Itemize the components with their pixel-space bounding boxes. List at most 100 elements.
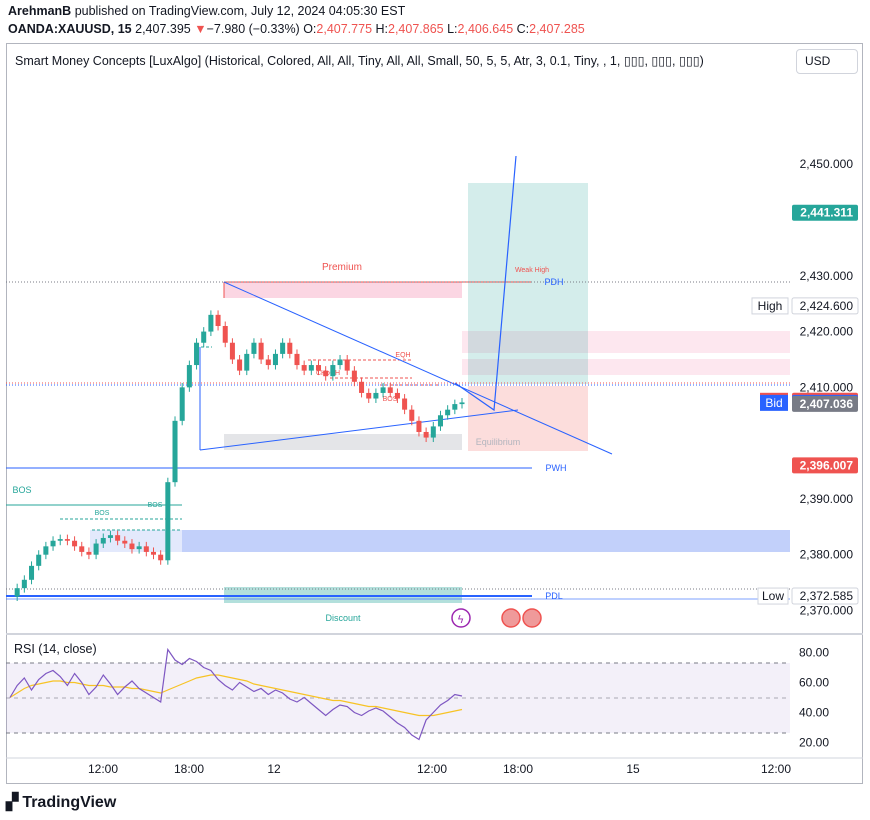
candle-body	[359, 381, 365, 393]
candle-body	[380, 387, 386, 393]
candle-body	[136, 546, 142, 550]
candle-body	[29, 565, 35, 580]
candle-body	[93, 543, 99, 555]
price-tag-label-bg	[757, 587, 789, 605]
price-tag-value: 2,424.600	[800, 299, 854, 313]
order-block-lower	[462, 359, 790, 375]
candle-body	[86, 551, 92, 555]
change-value: −7.980 (−0.33%)	[206, 22, 300, 36]
currency-button[interactable]: USD	[796, 49, 858, 74]
time-tick-label: 18:00	[503, 762, 533, 776]
candle-body	[430, 426, 436, 438]
last-price: 2,407.395	[135, 22, 191, 36]
close-value: 2,407.285	[529, 22, 585, 36]
price-tick-label: 2,370.000	[800, 603, 854, 617]
chart-frame	[6, 43, 863, 784]
candle-body	[366, 392, 372, 399]
author-name[interactable]: ArehmanB	[8, 4, 72, 18]
candle-body	[301, 365, 307, 371]
candle-body	[21, 579, 27, 589]
time-tick-label: 18:00	[174, 762, 204, 776]
projection-path[interactable]	[454, 155, 517, 412]
change-arrow: ▼	[194, 22, 207, 36]
high-value: 2,407.865	[388, 22, 444, 36]
candle-body	[215, 314, 221, 327]
trendline-lower[interactable]	[199, 409, 519, 451]
candle-body	[122, 540, 128, 544]
candle-body	[50, 540, 56, 547]
candle-body	[158, 554, 164, 561]
candle-body	[323, 370, 329, 377]
candle-body	[265, 359, 271, 366]
open-label: O:	[303, 22, 317, 36]
candle-body	[445, 409, 451, 416]
candle-body	[394, 392, 400, 399]
rsi-line	[9, 647, 463, 741]
price-tag-label-bg	[760, 394, 788, 411]
candle-body	[315, 365, 322, 371]
smc-label: BOS	[95, 510, 110, 517]
price-tag-label: Bid	[765, 396, 782, 410]
price-tick-label: 2,390.000	[800, 492, 854, 506]
trendline-upper[interactable]	[223, 281, 613, 455]
smc-label: PDH	[544, 277, 563, 287]
rsi-legend[interactable]: RSI (14, close)	[14, 642, 97, 656]
price-tick-label: 2,420.000	[800, 325, 854, 339]
us-flag-event-icon[interactable]	[501, 608, 521, 628]
candle-body	[201, 331, 207, 343]
candle-body	[237, 359, 243, 371]
candle-body	[308, 365, 314, 371]
rsi-axis[interactable]: 80.00 60.00 40.00 20.00	[799, 646, 829, 750]
rsi-ma-line	[9, 674, 463, 717]
candle-body	[43, 546, 49, 555]
published-text: published on TradingView.com, July 12, 2…	[74, 4, 406, 18]
candle-body	[330, 365, 336, 377]
candle-body	[208, 314, 214, 332]
smc-label: PWH	[546, 463, 567, 473]
price-tag-bg	[791, 297, 859, 315]
time-axis[interactable]: 12:00 18:00 12 12:00 18:00 15 12:00	[88, 762, 791, 776]
publish-info: ArehmanB published on TradingView.com, J…	[8, 4, 405, 18]
candle-body	[165, 482, 171, 561]
candle-body	[143, 546, 149, 552]
candle-body	[14, 588, 20, 597]
rsi-tick-label: 60.00	[799, 676, 829, 690]
price-axis[interactable]: 2,450.000 2,430.000 2,420.000 2,410.000 2,39…	[800, 157, 854, 617]
candle-body	[258, 342, 264, 360]
symbol-label: OANDA:XAUUSD, 15	[8, 22, 132, 36]
close-label: C:	[516, 22, 530, 36]
time-tick-label: 12	[267, 762, 281, 776]
price-tag-bg	[791, 587, 859, 605]
low-value: 2,406.645	[457, 22, 514, 36]
tradingview-logo[interactable]: ▞ TradingView	[6, 792, 116, 812]
candle-body	[294, 353, 300, 366]
equilibrium-zone	[224, 434, 462, 450]
price-tag-value: 2,396.007	[800, 458, 854, 472]
candle-body	[107, 535, 113, 538]
smc-label: Discount	[325, 613, 361, 623]
smc-label: BOS	[383, 396, 398, 403]
price-tag-value: 2,407.036	[800, 397, 854, 411]
price-tag-bg	[792, 204, 858, 221]
price-tag-label: High	[758, 299, 783, 313]
time-tick-label: 12:00	[417, 762, 447, 776]
candle-body	[409, 409, 415, 421]
candle-body	[423, 431, 429, 438]
flash-event-icon[interactable]	[451, 608, 471, 628]
price-tag-label-bg	[751, 297, 789, 315]
candle-body	[287, 342, 293, 354]
candle-body	[115, 535, 121, 541]
candle-body	[179, 387, 185, 421]
premium-zone	[224, 282, 462, 298]
price-tags: 2,441.311High2,424.600Ask2,407.590Bid2,4…	[751, 204, 859, 605]
candle-body	[150, 551, 157, 555]
price-tick-label: 2,380.000	[800, 548, 854, 562]
us-flag-event-icon-2[interactable]	[522, 608, 542, 628]
candle-body	[337, 359, 343, 366]
indicator-legend[interactable]: Smart Money Concepts [LuxAlgo] (Historic…	[15, 54, 704, 68]
demand-block-left	[90, 530, 182, 552]
open-value: 2,407.775	[316, 22, 373, 36]
candle-body	[280, 342, 286, 354]
smc-label: EQH	[395, 352, 410, 359]
